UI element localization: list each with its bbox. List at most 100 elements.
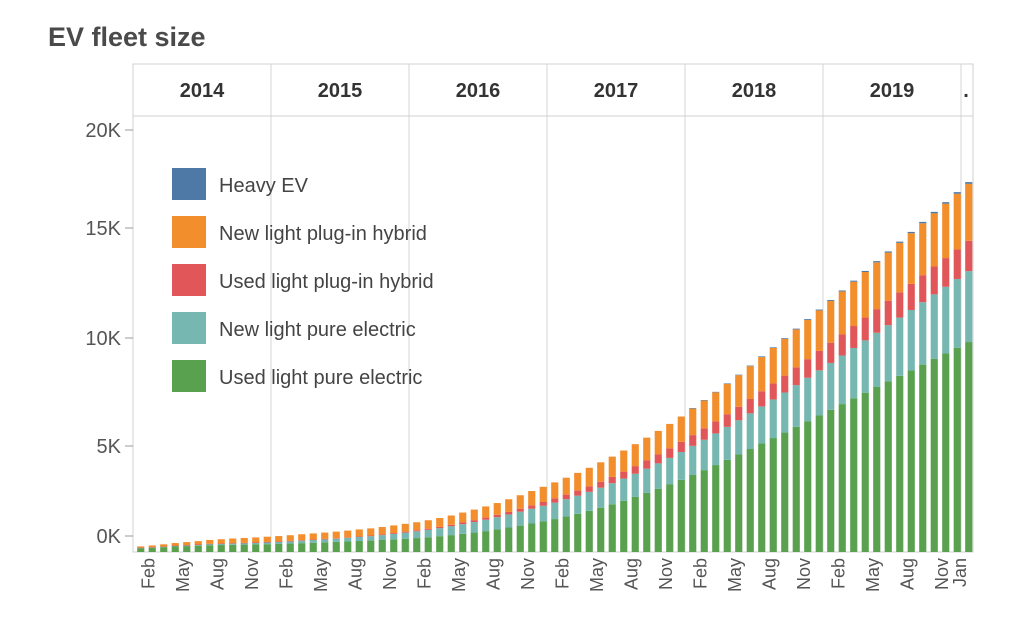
bar-segment [746,366,754,400]
bar-segment [137,546,145,548]
bar-segment [275,541,283,544]
bar-segment [850,280,858,282]
bar-segment [309,539,317,543]
bar-segment [919,221,927,224]
bar-segment [367,535,375,537]
bar-segment [206,539,214,544]
bar-segment [516,525,524,552]
y-axis: 0K 5K 10K 15K 20K [85,120,133,548]
year-header: 2016 [456,80,501,102]
bar-segment [551,498,559,503]
x-tick-label: May [311,558,331,592]
bar-segment [861,340,869,393]
bar-segment [413,538,421,552]
bar-segment [574,472,582,491]
bar-segment [367,536,375,541]
legend-swatch [172,168,206,200]
bar-segment [332,541,340,552]
bar-segment [539,505,547,522]
bar-segment [884,300,892,326]
bar-segment [217,543,225,546]
bar-segment [700,400,708,401]
bar-segment [769,383,777,400]
bar-segment [953,278,961,348]
y-tick-label: 0K [97,526,122,548]
bar-segment [781,338,789,339]
bar-segment [286,541,294,544]
bar-segment [907,370,915,552]
bar-segment [620,471,628,479]
bar-segment [585,510,593,552]
bar-segment [861,392,869,552]
bar-segment [562,516,570,552]
bar-segment [194,541,202,545]
bar-segment [850,326,858,348]
bar-segment [275,541,283,543]
bar-segment [723,459,731,552]
bar-segment [758,356,766,358]
bar-segment [735,375,743,407]
x-tick-label: Aug [345,558,365,590]
bar-segment [574,495,582,514]
bar-segment [620,500,628,552]
bar-segment [413,530,421,532]
bar-segment [390,533,398,540]
bar-segment [781,375,789,393]
bar-segment [585,486,593,492]
x-tick-label: Nov [656,558,676,590]
x-tick-label: Nov [380,558,400,590]
bar-segment [585,467,593,487]
year-header: 2015 [318,80,363,102]
x-tick-label: Feb [414,558,434,589]
bar-segment [229,543,237,545]
bar-segment [493,503,501,515]
bar-segment [137,548,145,552]
bar-segment [838,355,846,405]
bar-segment [838,291,846,335]
bar-segment [298,540,306,544]
bar-segment [907,283,915,310]
bar-segment [229,543,237,544]
bar-segment [620,478,628,501]
bar-segment [148,545,156,548]
bar-segment [712,465,720,552]
x-tick-label: Feb [552,558,572,589]
bar-segment [792,426,800,552]
bar-segment [263,536,271,542]
bar-segment [551,519,559,552]
y-tick-label: 5K [97,436,122,458]
bar-segment [907,233,915,284]
x-tick-label: May [587,558,607,592]
bar-segment [171,546,179,552]
bar-segment [723,383,731,415]
bar-segment [263,544,271,552]
bar-segment [401,531,409,533]
bar-segment [884,381,892,552]
bar-segment [804,421,812,552]
bar-segment [677,479,685,552]
y-tick-label: 10K [85,328,121,350]
bar-segment [689,435,697,446]
bar-segment [516,511,524,526]
bar-segment [344,530,352,538]
bar-segment [229,544,237,552]
bar-segment [551,482,559,499]
bar-segment [597,487,605,508]
bar-segment [562,494,570,500]
bar-segment [919,302,927,365]
bar-segment [700,470,708,552]
bar-segment [459,524,467,534]
bar-segment [275,543,283,552]
bar-segment [424,520,432,529]
bar-segment [390,525,398,534]
x-tick-label: Aug [621,558,641,590]
legend-swatch [172,216,206,248]
bar-segment [861,317,869,341]
bar-segment [160,544,168,547]
x-tick-label: Feb [828,558,848,589]
bar-segment [930,211,938,214]
x-tick-label: Nov [518,558,538,590]
bar-segment [827,362,835,410]
bar-segment [217,543,225,544]
x-tick-label: Nov [242,558,262,590]
